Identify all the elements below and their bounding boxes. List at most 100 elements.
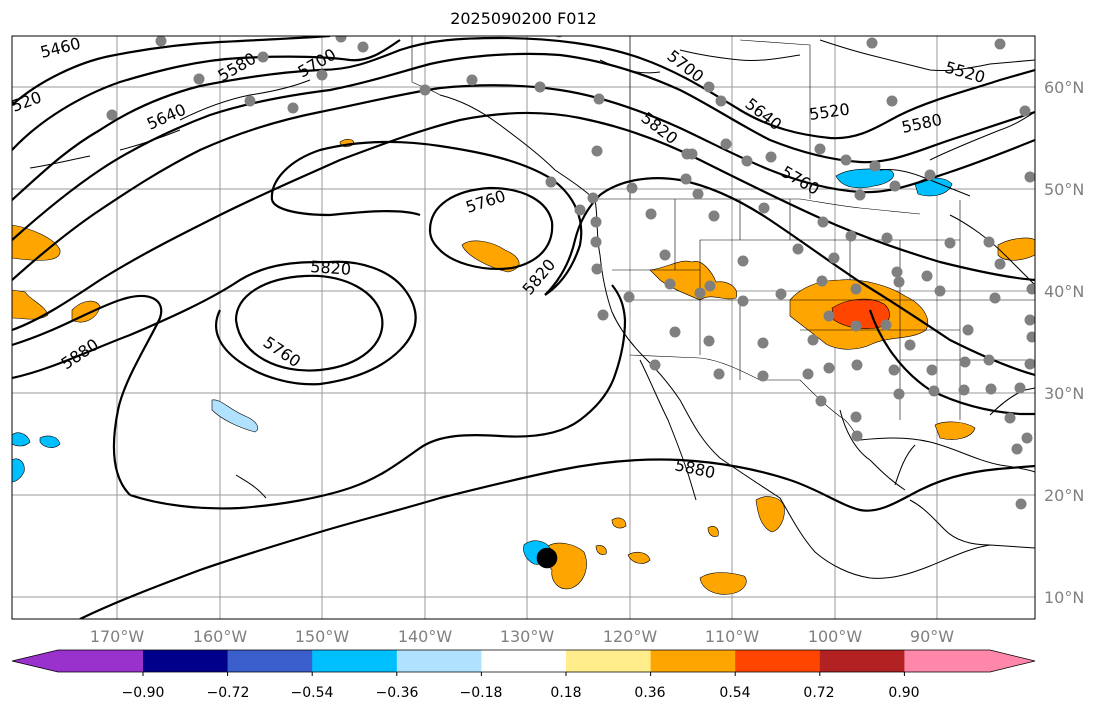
lon-label: 160°W <box>193 627 248 646</box>
colorbar-tick-label: 0.54 <box>719 685 750 701</box>
station-dot <box>545 176 557 188</box>
station-dot <box>626 182 638 194</box>
colorbar-tick-label: 0.36 <box>634 685 665 701</box>
station-dot <box>854 189 866 201</box>
station-dot <box>1011 443 1023 455</box>
station-dot <box>888 364 900 376</box>
station-dot <box>845 230 857 242</box>
station-dot <box>851 359 863 371</box>
colorbar-segment <box>650 650 736 672</box>
station-dot <box>880 319 892 331</box>
station-dot <box>534 81 546 93</box>
lon-label: 100°W <box>808 627 863 646</box>
station-dot <box>807 334 819 346</box>
station-dot <box>590 236 602 248</box>
station-dot <box>692 188 704 200</box>
colorbar-segment <box>819 650 905 672</box>
station-dot <box>851 430 863 442</box>
colorbar-tick-label: −0.18 <box>460 685 503 701</box>
station-dot <box>928 385 940 397</box>
colorbar-segment <box>143 650 229 672</box>
station-dot <box>708 210 720 222</box>
station-dot <box>703 335 715 347</box>
station-dot <box>765 151 777 163</box>
colorbar-tick-label: −0.54 <box>291 685 334 701</box>
lat-label: 20°N <box>1044 486 1084 505</box>
station-dot <box>1024 358 1035 370</box>
station-dot <box>686 148 698 160</box>
station-dot <box>869 160 881 172</box>
station-dot <box>649 359 661 371</box>
station-dot <box>886 95 898 107</box>
station-dot <box>720 138 732 150</box>
station-dot <box>590 216 602 228</box>
colorbar-segment <box>312 650 398 672</box>
station-dot <box>680 173 692 185</box>
station-dot <box>193 73 205 85</box>
station-dot <box>814 143 826 155</box>
station-dot <box>850 320 862 332</box>
lon-label: 110°W <box>705 627 760 646</box>
colorbar-outline <box>11 649 1036 673</box>
lat-label: 60°N <box>1044 78 1084 97</box>
contour-label: 5820 <box>310 257 352 279</box>
station-dot <box>587 192 599 204</box>
station-dot <box>962 324 974 336</box>
lon-label: 170°W <box>90 627 145 646</box>
station-dot <box>591 263 603 275</box>
lon-label: 90°W <box>910 627 954 646</box>
station-dot <box>741 155 753 167</box>
station-dot <box>823 310 835 322</box>
station-dot <box>704 280 716 292</box>
station-dot <box>985 383 997 395</box>
station-dot <box>715 95 727 107</box>
station-dot <box>994 38 1006 50</box>
colorbar-segment <box>58 650 143 672</box>
colorbar-tick-label: −0.90 <box>122 685 165 701</box>
colorbar-tick-labels: −0.90 −0.72 −0.54 −0.36 −0.18 0.18 0.36 … <box>122 685 920 701</box>
station-dot <box>419 84 431 96</box>
station-dot <box>840 154 852 166</box>
station-dot <box>828 252 840 264</box>
station-dot <box>926 364 938 376</box>
station-dot <box>1014 382 1026 394</box>
station-dot <box>664 278 676 290</box>
station-dot <box>850 411 862 423</box>
colorbar-tick-label: 0.72 <box>803 685 834 701</box>
station-dot <box>994 258 1006 270</box>
station-dot <box>889 180 901 192</box>
colorbar-segment <box>904 650 990 672</box>
station-dot <box>891 266 903 278</box>
lon-label: 120°W <box>603 627 658 646</box>
station-dot <box>737 295 749 307</box>
station-dot <box>335 36 347 43</box>
station-dot <box>1026 331 1035 343</box>
station-dot <box>815 395 827 407</box>
colorbar-tick-label: 0.18 <box>550 685 581 701</box>
colorbar-tick-label: −0.36 <box>376 685 419 701</box>
station-dot <box>357 41 369 53</box>
colorbar-segment <box>735 650 821 672</box>
station-dot <box>1019 105 1031 117</box>
coastlines <box>29 39 1035 579</box>
station-dot <box>924 169 936 181</box>
station-dot <box>597 309 609 321</box>
station-dot <box>669 326 681 338</box>
station-dot <box>645 208 657 220</box>
station-dot <box>244 95 256 107</box>
station-dot <box>983 236 995 248</box>
station-dot <box>591 145 603 157</box>
station-dot <box>893 388 905 400</box>
station-dot <box>1021 432 1033 444</box>
station-dot <box>659 249 671 261</box>
station-dot <box>1024 171 1035 183</box>
station-dot <box>881 232 893 244</box>
station-dot <box>1026 283 1035 295</box>
station-dot <box>817 216 829 228</box>
station-dot <box>574 204 586 216</box>
map-title: 2025090200 F012 <box>450 9 597 28</box>
colorbar-extend-high <box>990 650 1035 672</box>
station-dot <box>316 69 328 81</box>
colorbar-extend-low <box>12 650 58 672</box>
